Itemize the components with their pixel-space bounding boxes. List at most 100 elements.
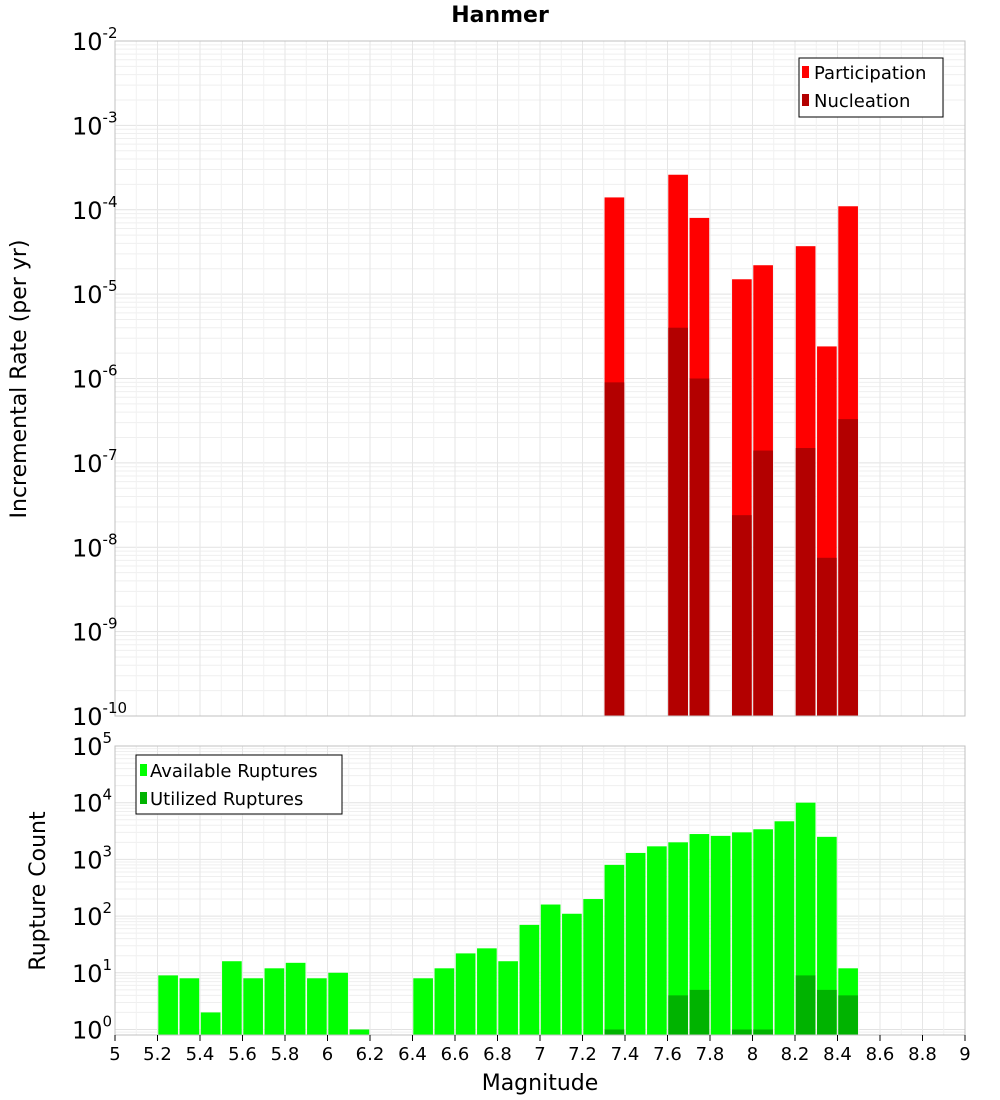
- y-tick-label: 10-5: [72, 277, 118, 309]
- available-legend-label: Available Ruptures: [150, 761, 318, 782]
- available-rupture-bar: [710, 835, 731, 1035]
- nucleation-bar: [838, 419, 858, 716]
- count-bars: [158, 802, 858, 1035]
- available-rupture-bar: [179, 978, 200, 1035]
- nucleation-bar: [668, 327, 688, 716]
- utilized-legend-swatch: [140, 792, 147, 804]
- x-tick-label: 8.6: [866, 1044, 895, 1065]
- utilized-rupture-bar: [817, 989, 837, 1035]
- x-tick-label: 6.4: [398, 1044, 427, 1065]
- rate-grid: [114, 40, 966, 717]
- available-rupture-bar: [562, 913, 582, 1035]
- available-legend-swatch: [140, 764, 147, 776]
- count-panel: 100 101 102 103 104 105 5 5.2 5.4 5.6 5.8 6 6.2 6.4 6…: [26, 729, 971, 1096]
- available-rupture-bar: [307, 978, 327, 1035]
- y-tick-label: 10-6: [72, 362, 118, 394]
- available-rupture-bar: [604, 864, 625, 1035]
- available-rupture-bar: [264, 968, 285, 1035]
- x-tick-label: 5: [109, 1044, 120, 1065]
- x-tick-label: 9: [959, 1044, 970, 1065]
- y-tick-label: 10-7: [72, 446, 118, 478]
- available-rupture-bar: [668, 842, 688, 1035]
- available-rupture-bar: [349, 1029, 370, 1035]
- y-tick-label: 10-3: [72, 108, 118, 140]
- nucleation-bar: [795, 448, 816, 716]
- chart-title: Hanmer: [451, 3, 549, 28]
- x-tick-label: 5.2: [143, 1044, 172, 1065]
- nucleation-bar: [689, 378, 710, 716]
- available-rupture-bar: [413, 978, 433, 1035]
- available-rupture-bar: [328, 972, 348, 1035]
- available-rupture-bar: [817, 836, 837, 1035]
- rate-y-axis-label: Incremental Rate (per yr): [7, 240, 32, 519]
- utilized-legend-label: Utilized Ruptures: [150, 789, 303, 810]
- nucleation-legend-label: Nucleation: [814, 91, 910, 112]
- x-tick-label: 5.8: [271, 1044, 300, 1065]
- utilized-rupture-bar: [838, 995, 858, 1035]
- utilized-rupture-bar: [795, 975, 816, 1035]
- utilized-rupture-bar: [604, 1029, 625, 1035]
- rate-legend: Participation Nucleation: [798, 57, 944, 118]
- utilized-rupture-bar: [689, 989, 710, 1035]
- x-tick-label: 7.8: [696, 1044, 725, 1065]
- y-tick-label: 10-10: [72, 699, 127, 731]
- available-rupture-bar: [455, 953, 476, 1035]
- y-tick-label: 105: [72, 729, 112, 761]
- x-tick-label: 6.2: [356, 1044, 385, 1065]
- count-legend: Available Ruptures Utilized Ruptures: [135, 754, 343, 815]
- nucleation-legend-swatch: [802, 94, 809, 106]
- x-ticks: 5 5.2 5.4 5.6 5.8 6 6.2 6.4 6.6 6.8 7 7.2 7.4 7.6 7.8 8…: [109, 1035, 971, 1065]
- participation-legend-label: Participation: [814, 63, 926, 84]
- available-rupture-bar: [774, 821, 795, 1035]
- available-rupture-bar: [689, 834, 710, 1035]
- y-tick-label: 104: [72, 786, 112, 818]
- x-tick-label: 5.6: [228, 1044, 257, 1065]
- available-rupture-bar: [732, 832, 752, 1035]
- x-tick-label: 8.2: [781, 1044, 810, 1065]
- rate-legend-box: [798, 57, 944, 118]
- y-tick-label: 102: [72, 899, 112, 931]
- y-tick-label: 101: [72, 956, 112, 988]
- available-rupture-bar: [200, 1012, 221, 1035]
- available-rupture-bar: [285, 962, 306, 1035]
- x-axis-label: Magnitude: [482, 1071, 599, 1096]
- y-tick-label: 103: [72, 842, 112, 874]
- rate-bars: [604, 174, 858, 717]
- count-legend-box: [135, 754, 343, 815]
- utilized-rupture-bar: [753, 1029, 773, 1035]
- count-y-axis-label: Rupture Count: [26, 811, 51, 971]
- participation-legend-swatch: [802, 66, 809, 78]
- x-tick-label: 8.8: [908, 1044, 937, 1065]
- x-tick-label: 7: [534, 1044, 545, 1065]
- available-rupture-bar: [647, 846, 667, 1035]
- y-tick-label: 100: [72, 1013, 112, 1045]
- utilized-rupture-bar: [668, 995, 688, 1035]
- available-rupture-bar: [477, 948, 497, 1035]
- x-tick-label: 6.6: [441, 1044, 470, 1065]
- available-rupture-bar: [158, 975, 178, 1035]
- nucleation-bar: [732, 515, 752, 716]
- available-rupture-bar: [519, 924, 540, 1035]
- x-tick-label: 8.4: [823, 1044, 852, 1065]
- x-tick-label: 6: [322, 1044, 333, 1065]
- y-tick-label: 10-9: [72, 615, 118, 647]
- available-rupture-bar: [540, 904, 561, 1035]
- available-rupture-bar: [498, 961, 518, 1035]
- x-tick-label: 8: [747, 1044, 758, 1065]
- count-y-ticks: 100 101 102 103 104 105: [72, 729, 112, 1045]
- nucleation-bar: [817, 557, 837, 716]
- available-rupture-bar: [625, 852, 646, 1035]
- x-tick-label: 7.4: [611, 1044, 640, 1065]
- x-tick-label: 7.2: [568, 1044, 597, 1065]
- nucleation-bar: [604, 382, 625, 716]
- y-tick-label: 10-2: [72, 24, 118, 56]
- available-rupture-bar: [243, 978, 263, 1035]
- y-tick-label: 10-4: [72, 193, 118, 225]
- nucleation-bar: [753, 450, 773, 716]
- available-rupture-bar: [753, 829, 773, 1035]
- available-rupture-bar: [222, 961, 242, 1035]
- utilized-rupture-bar: [732, 1029, 752, 1035]
- x-tick-label: 5.4: [186, 1044, 215, 1065]
- available-rupture-bar: [583, 899, 603, 1035]
